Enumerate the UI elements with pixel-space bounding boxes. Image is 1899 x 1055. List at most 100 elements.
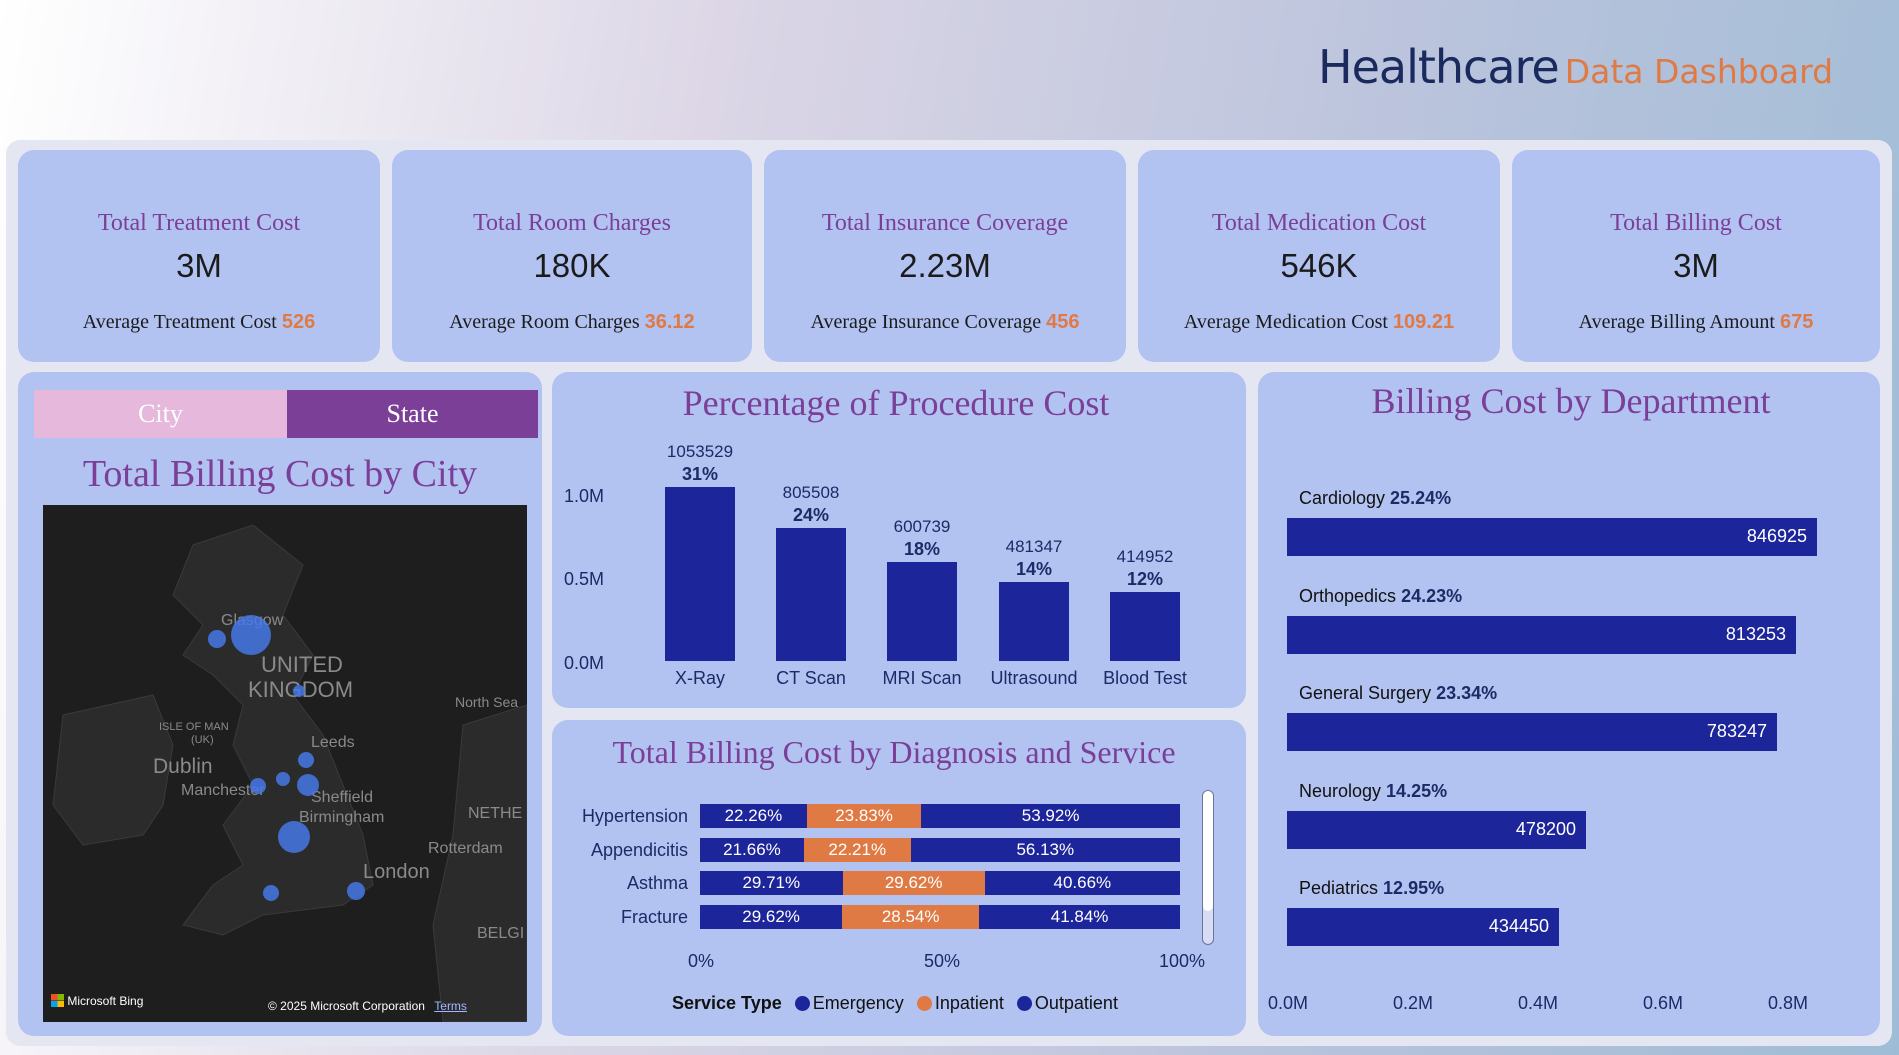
city-map[interactable]: Glasgow UNITED KINGDOM North Sea ISLE OF… bbox=[43, 505, 527, 1022]
diagnosis-category-label: Hypertension bbox=[581, 806, 688, 826]
kpi-average-value: 675 bbox=[1779, 311, 1814, 333]
diagnosis-bar-segment[interactable]: 53.92% bbox=[921, 804, 1181, 828]
department-bar[interactable] bbox=[1287, 518, 1817, 556]
kpi-value: 546K bbox=[1280, 247, 1358, 284]
city-bubble[interactable] bbox=[293, 685, 305, 697]
department-name: General Surgery bbox=[1299, 683, 1437, 703]
legend-title: Service Type bbox=[672, 993, 782, 1013]
map-landmass bbox=[52, 524, 527, 1022]
kpi-title: Total Treatment Cost bbox=[97, 210, 301, 236]
x-tick-label: 50% bbox=[924, 951, 961, 971]
city-bubble[interactable] bbox=[297, 774, 319, 796]
department-name: Neurology bbox=[1299, 781, 1387, 801]
department-bar[interactable] bbox=[1287, 811, 1586, 849]
map-terms-link[interactable]: Terms bbox=[434, 999, 467, 1013]
department-percent: 25.24% bbox=[1390, 488, 1452, 508]
y-tick-label: 1.0M bbox=[564, 486, 605, 506]
legend-label: Outpatient bbox=[1034, 993, 1118, 1013]
city-bubble[interactable] bbox=[231, 615, 271, 655]
chart-legend: Service Type Emergency Inpatient Outpati… bbox=[672, 993, 1118, 1014]
city-bubble[interactable] bbox=[278, 821, 310, 853]
city-toggle-button[interactable]: City bbox=[34, 390, 287, 438]
department-percent: 14.25% bbox=[1386, 781, 1448, 801]
diagnosis-bar-segment[interactable]: 56.13% bbox=[910, 838, 1180, 862]
kpi-card-billing: Total Billing Cost 3M Average Billing Am… bbox=[1512, 150, 1880, 362]
x-tick-label: 0.6M bbox=[1643, 993, 1684, 1013]
map-attribution: © 2025 Microsoft Corporation Terms bbox=[268, 999, 467, 1013]
diagnosis-bar-segment[interactable]: 28.54% bbox=[842, 905, 980, 929]
department-panel-title: Billing Cost by Department bbox=[1371, 381, 1771, 421]
kpi-card-medication: Total Medication Cost 546K Average Medic… bbox=[1138, 150, 1500, 362]
legend-item-outpatient[interactable]: Outpatient bbox=[1016, 993, 1118, 1013]
department-bar[interactable] bbox=[1287, 908, 1559, 946]
procedure-bar-percent-label: 12% bbox=[1126, 569, 1164, 589]
map-label-manchester: Manchester bbox=[181, 782, 265, 799]
procedure-bar-value-label: 1053529 bbox=[666, 442, 734, 461]
kpi-average-label: Average Medication Cost bbox=[1183, 311, 1388, 333]
city-bubble[interactable] bbox=[347, 882, 365, 900]
diagnosis-bar-segment[interactable]: 41.84% bbox=[979, 905, 1180, 929]
diagnosis-bar-segment[interactable]: 29.71% bbox=[700, 871, 843, 895]
diagnosis-bar-segment[interactable]: 22.26% bbox=[700, 804, 807, 828]
department-name: Pediatrics bbox=[1299, 878, 1384, 898]
diagnosis-bar-segment[interactable]: 22.21% bbox=[803, 838, 911, 862]
kpi-value: 3M bbox=[176, 247, 222, 284]
department-name: Cardiology bbox=[1299, 488, 1391, 508]
x-tick-label: 100% bbox=[1159, 951, 1206, 971]
kpi-title: Total Insurance Coverage bbox=[821, 210, 1069, 236]
legend-label: Emergency bbox=[812, 993, 904, 1013]
city-bubble[interactable] bbox=[276, 772, 290, 786]
dashboard-title-sub: Data Dashboard bbox=[1564, 52, 1834, 91]
procedure-bar-percent-label: 24% bbox=[792, 505, 830, 525]
x-tick-label: 0.8M bbox=[1768, 993, 1809, 1013]
department-label: General Surgery 23.34% bbox=[1299, 683, 1497, 704]
diagnosis-bar-segment[interactable]: 23.83% bbox=[806, 804, 922, 828]
procedure-bar-value-label: 805508 bbox=[782, 483, 840, 502]
diagnosis-bar-segment[interactable]: 40.66% bbox=[984, 871, 1180, 895]
scrollbar-thumb[interactable] bbox=[1203, 791, 1213, 911]
legend-dot-icon bbox=[916, 996, 932, 1011]
department-bar[interactable] bbox=[1287, 713, 1777, 751]
kpi-average: Average Billing Amount 675 bbox=[1512, 311, 1880, 334]
procedure-bar-percent-label: 31% bbox=[681, 464, 719, 484]
department-percent: 24.23% bbox=[1401, 586, 1463, 606]
kpi-average-label: Average Insurance Coverage bbox=[810, 311, 1042, 333]
department-bar-value-label: 813253 bbox=[1725, 624, 1786, 644]
procedure-bar[interactable] bbox=[887, 562, 957, 661]
map-panel-title: Total Billing Cost by City bbox=[82, 453, 478, 495]
diagnosis-category-label: Asthma bbox=[626, 873, 688, 893]
state-toggle-button[interactable]: State bbox=[287, 390, 538, 438]
procedure-bar[interactable] bbox=[1110, 592, 1180, 661]
dashboard-title: Healthcare Data Dashboard bbox=[1318, 40, 1833, 94]
diagnosis-bar-segment[interactable]: 29.62% bbox=[700, 905, 843, 929]
kpi-average-value: 526 bbox=[281, 311, 316, 333]
legend-item-inpatient[interactable]: Inpatient bbox=[916, 993, 1004, 1013]
map-label-nethe: NETHE bbox=[468, 805, 523, 822]
kpi-value: 3M bbox=[1673, 247, 1719, 284]
city-bubble[interactable] bbox=[208, 630, 226, 648]
city-bubble[interactable] bbox=[298, 752, 314, 768]
diagnosis-bar-segment[interactable]: 29.62% bbox=[842, 871, 985, 895]
department-bar-value-label: 434450 bbox=[1488, 916, 1549, 936]
department-bar[interactable] bbox=[1287, 616, 1796, 654]
kpi-average: Average Medication Cost 109.21 bbox=[1138, 311, 1500, 334]
department-percent: 23.34% bbox=[1436, 683, 1498, 703]
kpi-average-value: 36.12 bbox=[644, 311, 695, 333]
diagnosis-bar-segment[interactable]: 21.66% bbox=[700, 838, 804, 862]
city-bubble[interactable] bbox=[250, 778, 266, 794]
kpi-average: Average Treatment Cost 526 bbox=[18, 311, 380, 334]
procedure-bar[interactable] bbox=[776, 528, 846, 661]
procedure-bar[interactable] bbox=[665, 487, 735, 661]
procedure-category-label: X-Ray bbox=[674, 668, 725, 688]
kpi-average-value: 109.21 bbox=[1392, 311, 1455, 333]
city-bubble[interactable] bbox=[263, 885, 279, 901]
procedure-category-label: Ultrasound bbox=[990, 668, 1078, 688]
legend-item-emergency[interactable]: Emergency bbox=[794, 993, 904, 1013]
procedure-panel-title: Percentage of Procedure Cost bbox=[682, 383, 1110, 423]
kpi-average-label: Average Room Charges bbox=[449, 311, 640, 333]
scrollbar[interactable] bbox=[1202, 790, 1214, 945]
microsoft-logo-icon bbox=[51, 994, 64, 1007]
kpi-average-value: 456 bbox=[1046, 311, 1080, 333]
map-label-isle-of-man: ISLE OF MAN bbox=[159, 721, 229, 733]
procedure-bar[interactable] bbox=[999, 582, 1069, 661]
